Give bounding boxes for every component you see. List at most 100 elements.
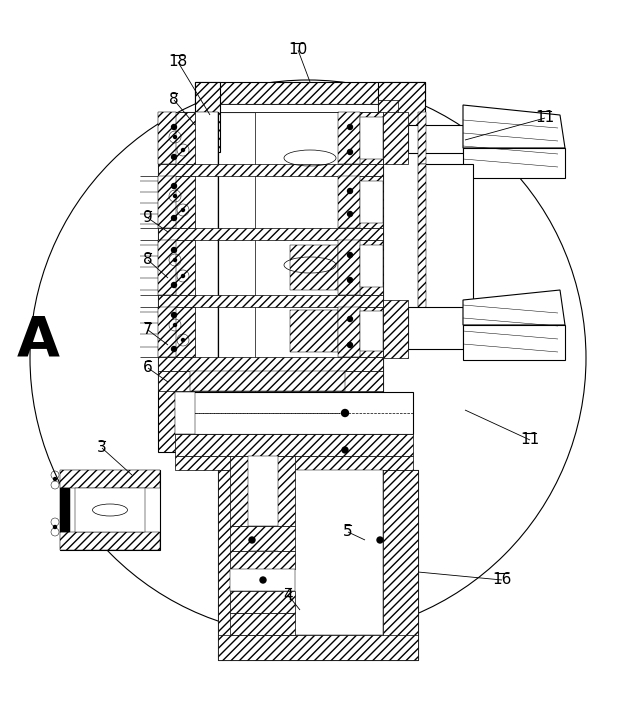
Polygon shape	[463, 290, 565, 325]
Bar	[230, 526, 295, 551]
Bar	[158, 176, 176, 228]
Circle shape	[342, 447, 348, 453]
Text: 10: 10	[288, 43, 308, 58]
Bar	[360, 245, 383, 287]
Bar	[418, 112, 426, 164]
Circle shape	[260, 577, 266, 583]
Circle shape	[249, 537, 255, 543]
Bar	[158, 112, 195, 164]
Bar	[218, 470, 253, 660]
Bar	[158, 112, 176, 164]
Bar	[290, 245, 338, 290]
Circle shape	[172, 155, 177, 159]
Bar	[360, 117, 383, 159]
Bar	[158, 240, 195, 295]
Bar	[158, 240, 176, 295]
Circle shape	[54, 525, 57, 528]
Polygon shape	[463, 105, 565, 148]
Bar	[338, 307, 383, 357]
Circle shape	[54, 478, 57, 481]
Bar	[338, 240, 383, 295]
Bar	[338, 176, 360, 228]
Bar	[338, 240, 360, 295]
Circle shape	[377, 537, 383, 543]
Bar	[230, 569, 295, 591]
Bar	[338, 112, 360, 164]
Bar	[383, 300, 408, 358]
Bar	[158, 371, 383, 391]
Circle shape	[172, 216, 177, 221]
Bar	[253, 470, 383, 635]
Circle shape	[173, 323, 177, 327]
Bar	[195, 82, 220, 152]
Bar	[195, 82, 425, 104]
Polygon shape	[463, 148, 565, 178]
Text: 3: 3	[97, 441, 107, 456]
Bar	[418, 164, 473, 314]
Circle shape	[348, 125, 353, 130]
Circle shape	[341, 409, 348, 417]
Bar	[218, 635, 418, 660]
Bar	[175, 456, 413, 470]
Bar	[248, 551, 278, 591]
Bar	[158, 228, 383, 240]
Bar	[383, 112, 408, 164]
Bar	[158, 307, 195, 357]
Bar	[218, 112, 383, 452]
Circle shape	[348, 211, 353, 216]
Text: 18: 18	[168, 55, 188, 70]
Bar	[175, 434, 413, 456]
Text: 8: 8	[169, 93, 179, 108]
Bar	[290, 310, 338, 352]
Bar	[175, 392, 413, 434]
Bar	[338, 112, 383, 164]
Circle shape	[172, 184, 177, 189]
Text: 4: 4	[283, 587, 293, 602]
Bar	[378, 82, 425, 140]
Bar	[158, 164, 383, 176]
Bar	[360, 181, 383, 223]
Bar	[218, 470, 418, 660]
Bar	[60, 488, 70, 532]
Text: 7: 7	[143, 323, 153, 337]
Bar	[230, 551, 295, 569]
Bar	[408, 125, 463, 153]
Bar	[338, 176, 383, 228]
Bar	[248, 456, 278, 526]
Circle shape	[172, 283, 177, 288]
Circle shape	[173, 194, 177, 197]
Bar	[338, 307, 360, 357]
Circle shape	[348, 150, 353, 155]
Ellipse shape	[92, 504, 127, 516]
Bar	[218, 104, 403, 112]
Bar	[158, 295, 383, 307]
Bar	[190, 371, 345, 391]
Circle shape	[172, 125, 177, 130]
Circle shape	[182, 275, 185, 278]
Circle shape	[348, 189, 353, 194]
Text: 11: 11	[535, 110, 555, 125]
Bar	[60, 470, 160, 550]
Bar	[230, 591, 295, 613]
Bar	[383, 470, 418, 660]
Circle shape	[173, 258, 177, 261]
Text: A: A	[16, 313, 59, 367]
Circle shape	[182, 149, 185, 152]
Bar	[195, 112, 218, 452]
Polygon shape	[175, 392, 195, 434]
Polygon shape	[463, 325, 565, 360]
Text: 8: 8	[143, 253, 153, 268]
Text: 16: 16	[492, 572, 512, 587]
Circle shape	[173, 135, 177, 139]
Bar	[230, 613, 295, 635]
Circle shape	[348, 253, 353, 258]
Bar	[158, 357, 383, 371]
Circle shape	[172, 347, 177, 352]
Circle shape	[182, 209, 185, 211]
Bar	[255, 112, 340, 452]
Bar	[60, 470, 160, 488]
Circle shape	[348, 278, 353, 283]
Text: 6: 6	[143, 360, 153, 375]
Text: 9: 9	[143, 211, 153, 226]
Bar	[158, 112, 218, 452]
